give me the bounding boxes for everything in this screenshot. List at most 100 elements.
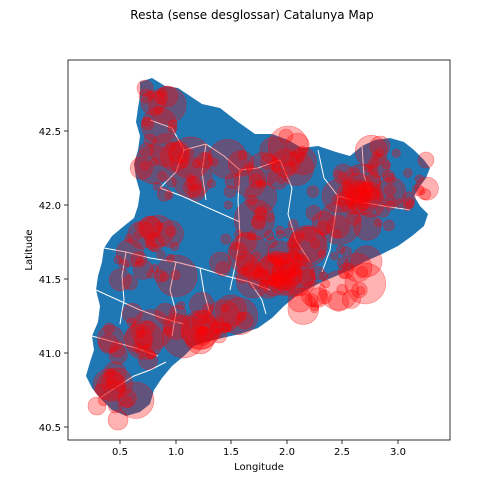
- data-marker: [227, 150, 255, 177]
- x-tick-label: 2.5: [334, 447, 350, 458]
- data-marker: [129, 156, 153, 180]
- data-marker: [192, 159, 201, 169]
- data-marker: [288, 269, 298, 279]
- data-marker: [141, 107, 178, 144]
- data-marker: [292, 232, 304, 244]
- data-marker: [165, 141, 176, 151]
- x-axis-label: Longitude: [234, 462, 284, 473]
- data-marker: [201, 315, 210, 325]
- data-marker: [365, 173, 382, 190]
- data-marker: [370, 159, 380, 168]
- data-marker: [343, 253, 373, 283]
- x-tick-label: 1.5: [223, 447, 239, 458]
- data-marker: [196, 152, 214, 169]
- data-marker: [338, 191, 348, 200]
- data-marker: [220, 303, 229, 313]
- data-marker: [289, 265, 301, 276]
- y-tick-label: 42.0: [39, 201, 61, 212]
- data-marker: [244, 162, 254, 171]
- data-marker: [334, 169, 344, 179]
- data-marker: [211, 321, 225, 335]
- data-marker: [215, 294, 248, 327]
- data-marker: [101, 367, 133, 399]
- data-marker: [235, 251, 255, 271]
- data-marker: [155, 221, 164, 231]
- data-marker: [150, 263, 160, 273]
- data-marker: [305, 205, 322, 221]
- data-marker: [115, 381, 126, 392]
- data-marker: [107, 409, 129, 431]
- data-marker: [359, 186, 369, 196]
- data-marker: [134, 144, 174, 185]
- data-marker: [345, 262, 355, 272]
- data-marker: [233, 199, 275, 241]
- data-marker: [140, 161, 150, 171]
- data-marker: [271, 259, 303, 290]
- data-marker: [153, 269, 167, 283]
- data-marker: [162, 315, 206, 359]
- data-marker: [132, 342, 142, 352]
- data-marker: [156, 250, 166, 260]
- data-marker: [97, 394, 110, 406]
- data-marker: [321, 179, 356, 213]
- data-marker: [346, 211, 361, 226]
- data-marker: [266, 236, 278, 248]
- data-marker: [268, 273, 283, 288]
- data-marker: [156, 85, 179, 108]
- data-marker: [304, 293, 319, 307]
- data-marker: [267, 274, 277, 284]
- data-marker: [328, 290, 349, 312]
- data-marker: [356, 183, 371, 198]
- data-marker: [133, 259, 154, 280]
- data-marker: [168, 141, 190, 163]
- data-marker: [146, 269, 156, 279]
- data-marker: [247, 194, 258, 206]
- data-marker: [414, 174, 424, 184]
- data-marker: [121, 396, 133, 408]
- data-marker: [220, 233, 232, 245]
- data-marker: [170, 241, 180, 251]
- data-marker: [149, 157, 159, 167]
- data-marker: [269, 269, 296, 296]
- data-marker: [149, 133, 184, 167]
- data-marker: [134, 331, 153, 349]
- data-marker: [224, 173, 241, 189]
- data-marker: [246, 152, 281, 186]
- data-marker: [236, 264, 270, 299]
- data-marker: [162, 313, 190, 340]
- data-marker: [154, 303, 176, 324]
- data-marker: [338, 263, 354, 280]
- data-marker: [230, 241, 240, 251]
- data-marker: [155, 254, 198, 297]
- data-marker: [419, 188, 431, 200]
- data-marker: [318, 270, 359, 311]
- data-marker: [198, 325, 209, 337]
- data-marker: [350, 245, 383, 278]
- data-marker: [124, 234, 134, 243]
- data-marker: [211, 329, 222, 340]
- data-marker: [332, 163, 354, 185]
- data-marker: [337, 257, 349, 269]
- data-marker: [108, 345, 128, 365]
- data-marker: [235, 311, 254, 330]
- data-marker: [94, 383, 106, 396]
- data-marker: [272, 258, 282, 267]
- data-marker: [251, 214, 266, 228]
- data-marker: [141, 215, 175, 248]
- data-marker: [93, 368, 125, 401]
- data-marker: [170, 270, 181, 280]
- data-marker: [191, 309, 216, 334]
- data-marker: [288, 147, 317, 176]
- data-marker: [146, 239, 157, 250]
- data-marker: [178, 152, 187, 162]
- data-marker: [141, 116, 155, 131]
- data-marker: [103, 361, 127, 385]
- data-marker: [255, 205, 267, 218]
- data-marker: [356, 189, 386, 218]
- data-marker: [157, 187, 172, 202]
- data-marker: [371, 151, 381, 160]
- data-marker: [153, 90, 169, 105]
- data-marker: [279, 251, 293, 264]
- data-marker: [336, 245, 346, 255]
- y-tick-label: 41.0: [39, 349, 61, 360]
